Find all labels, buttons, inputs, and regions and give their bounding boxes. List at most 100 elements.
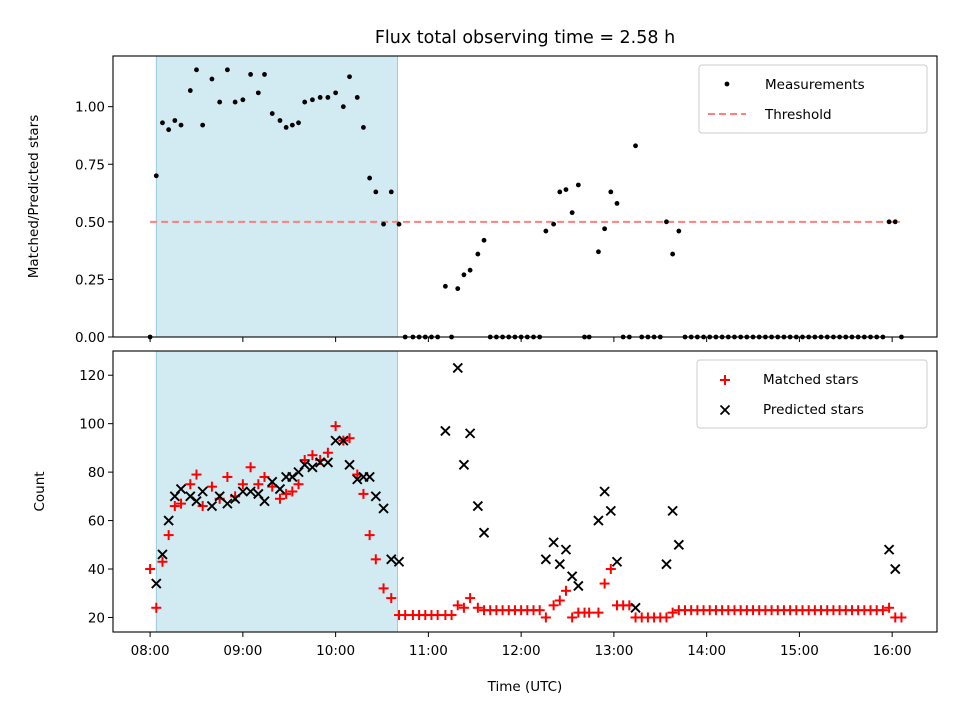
matched-star-point — [245, 462, 256, 473]
predicted-star-point — [673, 539, 684, 550]
matched-star-point — [540, 612, 551, 623]
measurement-point — [557, 189, 563, 195]
matched-star-point — [322, 447, 333, 458]
predicted-star-point — [883, 544, 895, 555]
y-tick-label: 20 — [88, 610, 105, 626]
measurement-point — [396, 221, 402, 227]
top-legend-box — [698, 64, 928, 134]
matched-star-point — [222, 471, 233, 482]
measurement-point — [269, 111, 275, 116]
matched-star-point — [452, 600, 463, 611]
measurement-point — [886, 219, 892, 225]
predicted-star-point — [191, 496, 202, 507]
y-tick-label: 0.00 — [75, 330, 105, 346]
y-tick-label: 1.00 — [75, 100, 105, 116]
legend-marker-predicted — [719, 404, 731, 416]
x-tick-label: 16:00 — [873, 643, 912, 659]
matched-star-point — [458, 602, 469, 613]
measurement-point — [467, 267, 473, 273]
bottom-legend-box — [696, 359, 928, 429]
measurement-point — [240, 97, 246, 103]
ratio-panel: 0.00 0.25 0.50 0.75 1.00 Matched/Predicted s… — [26, 55, 938, 346]
measurement-point — [596, 249, 601, 255]
matched-star-point — [567, 612, 578, 623]
top-y-axis-ticks: 0.00 0.25 0.50 0.75 1.00 — [75, 100, 113, 346]
matched-star-point — [386, 593, 397, 604]
matched-star-point — [560, 585, 571, 596]
measurement-point — [296, 120, 301, 126]
measurement-point — [633, 143, 638, 149]
predicted-star-point — [206, 500, 218, 512]
predicted-star-point — [554, 559, 565, 570]
measurement-point — [563, 187, 569, 192]
matched-star-point — [185, 479, 196, 490]
matched-star-point — [534, 605, 545, 616]
observing-window-shade — [155, 55, 398, 338]
matched-star-point — [364, 530, 375, 541]
shaded-region — [155, 55, 398, 338]
predicted-star-point — [661, 559, 672, 570]
predicted-star-point — [548, 537, 559, 548]
predicted-star-point — [386, 554, 397, 565]
matched-star-point — [197, 501, 208, 512]
predicted-star-point — [299, 459, 310, 471]
predicted-star-point — [322, 457, 334, 468]
bottom-legend: Matched stars Predicted stars — [696, 359, 928, 429]
x-tick-label: 11:00 — [409, 643, 448, 659]
predicted-star-point — [464, 428, 476, 439]
predicted-star-point — [259, 496, 270, 507]
matched-star-point — [151, 602, 162, 613]
predicted-star-point — [452, 362, 463, 374]
y-tick-label: 100 — [79, 417, 105, 433]
measurement-point — [475, 251, 481, 257]
matched-star-point — [307, 450, 318, 461]
legend-marker-matched — [720, 375, 730, 385]
measurement-point — [361, 125, 366, 130]
figure-title: Flux total observing time = 2.58 h — [375, 28, 675, 48]
predicted-star-point — [605, 505, 616, 517]
bottom-x-axis-ticks: 08:00 09:00 10:00 11:00 12:00 13:00 14:00 15:00… — [131, 632, 912, 659]
bottom-y-axis-label: Count — [32, 471, 48, 511]
predicted-star-point — [478, 527, 490, 538]
x-tick-label: 10:00 — [316, 643, 355, 659]
matched-star-point — [145, 564, 156, 575]
predicted-star-point — [458, 459, 470, 471]
matched-star-point — [191, 469, 202, 480]
measurement-point — [310, 97, 315, 103]
measurement-point — [381, 221, 386, 227]
measurement-point — [608, 189, 614, 195]
matched-star-point — [472, 602, 483, 613]
matched-star-point — [599, 578, 610, 589]
measurement-point — [317, 95, 323, 100]
measurement-point — [354, 95, 360, 100]
measurement-point — [373, 189, 379, 195]
predicted-star-point — [314, 457, 326, 468]
measurement-point — [575, 182, 581, 188]
matched-star-point — [554, 595, 565, 606]
y-tick-label: 80 — [88, 465, 105, 481]
predicted-star-point — [667, 505, 678, 517]
measurement-point — [676, 228, 682, 234]
matched-star-point — [206, 481, 217, 492]
matched-star-point — [259, 471, 270, 482]
predicted-star-point — [237, 486, 249, 497]
measurement-point — [178, 122, 184, 128]
bottom-axes-frame — [112, 350, 938, 633]
predicted-star-point — [440, 425, 451, 437]
matched-star-point — [267, 481, 278, 492]
legend-x-marker — [719, 404, 731, 416]
predicted-star-point — [338, 435, 349, 446]
matched-star-point — [253, 479, 264, 490]
top-axes-frame — [112, 55, 938, 338]
measurement-point — [302, 99, 308, 105]
measurement-point — [333, 90, 339, 96]
measurement-point — [664, 219, 669, 225]
legend-label-matched: Matched stars — [763, 372, 859, 388]
predicted-star-point — [274, 483, 286, 495]
y-tick-label: 120 — [79, 368, 105, 384]
matched-star-point — [605, 564, 616, 575]
measurement-point — [217, 99, 223, 105]
y-tick-label: 0.50 — [75, 215, 105, 231]
measurement-point — [262, 72, 267, 77]
